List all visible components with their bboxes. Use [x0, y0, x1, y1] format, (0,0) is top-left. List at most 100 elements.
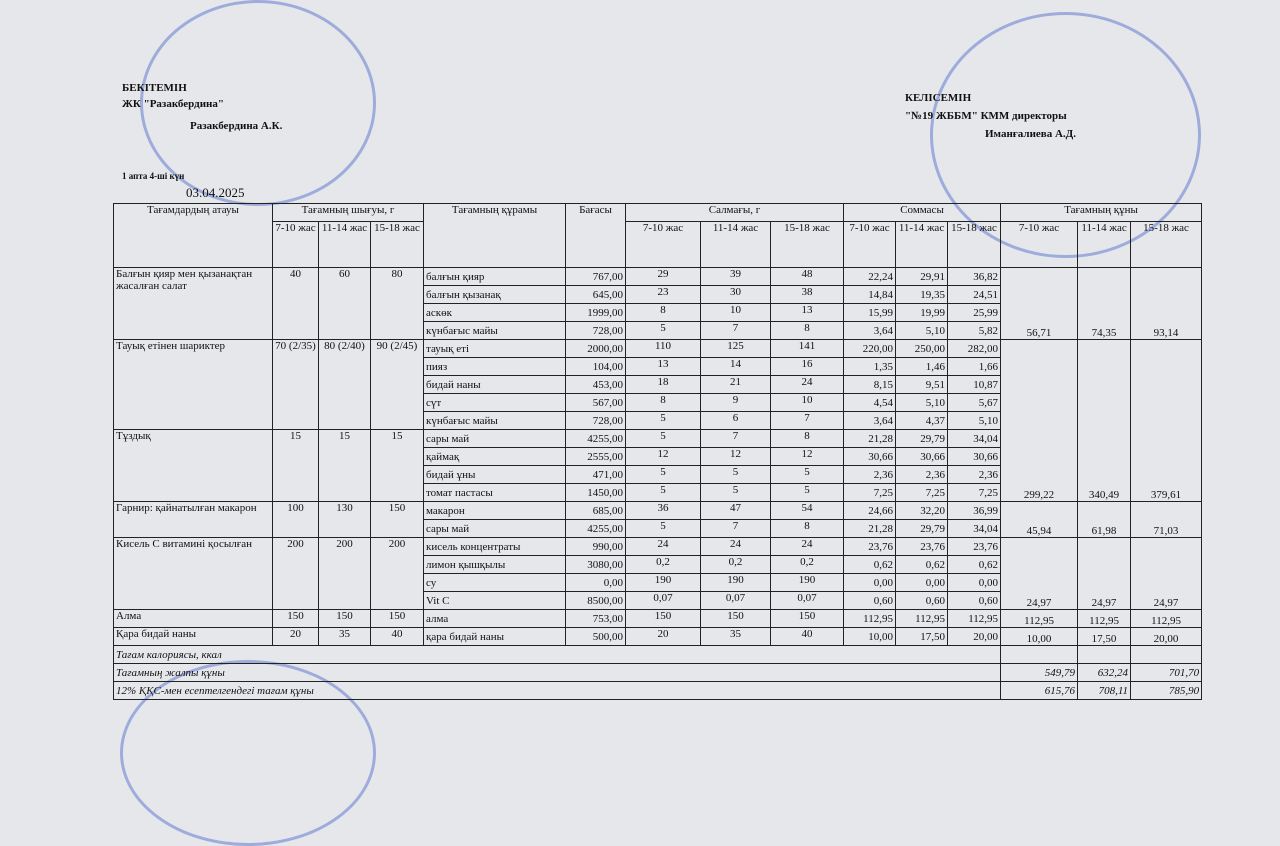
ingredient-price: 767,00 — [565, 267, 626, 286]
footer-value: 785,90 — [1130, 681, 1203, 700]
ingredient-sum: 24,66 — [843, 501, 897, 520]
ingredient-weight: 24 — [700, 537, 771, 556]
dish-yield: 130 — [318, 501, 371, 538]
ingredient-sum: 9,51 — [895, 375, 949, 394]
ingredient-sum: 22,24 — [843, 267, 897, 286]
ingredient-weight: 8 — [625, 303, 701, 322]
ingredient-name: қара бидай наны — [423, 627, 566, 646]
ingredient-sum: 1,66 — [947, 357, 1002, 376]
ingredient-weight: 13 — [769, 303, 845, 322]
ingredient-sum: 29,79 — [895, 429, 949, 448]
ingredient-weight: 0,2 — [769, 555, 845, 574]
ingredient-name: бидай наны — [423, 375, 566, 394]
ingredient-sum: 112,95 — [947, 609, 1002, 628]
dish-cost: 61,98 — [1077, 501, 1132, 538]
ingredient-weight: 110 — [625, 339, 701, 358]
ingredient-name: балғын қияр — [423, 267, 566, 286]
age-header: 7-10 жас — [843, 221, 897, 268]
ingredient-weight: 10 — [700, 303, 771, 322]
col-header: Тағамдардың атауы — [113, 203, 273, 268]
footer-value: 615,76 — [1000, 681, 1079, 700]
dish-cost: 93,14 — [1130, 267, 1203, 340]
approved-org: ЖК "Разакбердина" — [122, 98, 224, 110]
footer-value: 701,70 — [1130, 663, 1203, 682]
ingredient-price: 728,00 — [565, 411, 626, 430]
ingredient-name: кисель концентраты — [423, 537, 566, 556]
ingredient-weight: 14 — [700, 357, 771, 376]
footer-value: 549,79 — [1000, 663, 1079, 682]
ingredient-row: су 0,00 190 190 190 0,00 0,00 0,00 — [114, 573, 1202, 592]
ingredient-name: балғын қызанақ — [423, 285, 566, 304]
dish-yield: 60 — [318, 267, 371, 340]
ingredient-sum: 0,00 — [947, 573, 1002, 592]
ingredient-weight: 12 — [625, 447, 701, 466]
ingredient-weight: 150 — [700, 609, 771, 628]
ingredient-name: күнбағыс майы — [423, 321, 566, 340]
ingredient-row: пияз 104,00 13 14 16 1,35 1,46 1,66 — [114, 357, 1202, 376]
ingredient-price: 990,00 — [565, 537, 626, 556]
ingredient-row: Балғын қияр мен қызанақтан жасалған сала… — [113, 267, 1203, 340]
ingredient-sum: 30,66 — [947, 447, 1002, 466]
ingredient-price: 500,00 — [565, 627, 626, 646]
dish-yield: 40 — [272, 267, 319, 340]
ingredient-weight: 20 — [625, 627, 701, 646]
ingredient-weight: 141 — [769, 339, 845, 358]
ingredient-weight: 0,07 — [769, 591, 845, 610]
ingredient-sum: 19,99 — [895, 303, 949, 322]
age-header: 15-18 жас — [370, 221, 424, 268]
ingredient-name: алма — [423, 609, 566, 628]
ingredient-price: 753,00 — [565, 609, 626, 628]
ingredient-weight: 190 — [625, 573, 701, 592]
ingredient-sum: 36,99 — [947, 501, 1002, 520]
ingredient-sum: 282,00 — [947, 339, 1002, 358]
footer-empty — [1130, 645, 1203, 664]
ingredient-sum: 5,67 — [947, 393, 1002, 412]
ingredient-weight: 13 — [625, 357, 701, 376]
footer-label: 12% ҚҚС-мен есептелгендегі тағам құны — [112, 681, 1002, 700]
ingredient-name: тауық еті — [423, 339, 566, 358]
ingredient-weight: 5 — [769, 483, 845, 502]
ingredient-weight: 48 — [769, 267, 845, 286]
age-header: 11-14 жас — [700, 221, 771, 268]
ingredient-weight: 7 — [700, 429, 771, 448]
dish-yield: 20 — [272, 627, 319, 646]
ingredient-sum: 8,15 — [843, 375, 897, 394]
footer-value: 708,11 — [1077, 681, 1132, 700]
col-header: Тағамның шығуы, г — [272, 203, 424, 222]
dish-name: Тұздық — [113, 429, 273, 502]
col-header: Бағасы — [565, 203, 626, 268]
ingredient-weight: 29 — [625, 267, 701, 286]
dish-yield: 90 (2/45) — [370, 339, 424, 430]
dish-yield: 15 — [318, 429, 371, 502]
ingredient-sum: 2,36 — [843, 465, 897, 484]
footer-empty — [1000, 645, 1079, 664]
ingredient-row: Vit C 8500,00 0,07 0,07 0,07 0,60 0,60 0,60 — [114, 591, 1202, 610]
ingredient-sum: 34,04 — [947, 429, 1002, 448]
ingredient-sum: 25,99 — [947, 303, 1002, 322]
ingredient-weight: 24 — [769, 537, 845, 556]
age-header: 15-18 жас — [769, 221, 845, 268]
ingredient-weight: 8 — [769, 429, 845, 448]
dish-name: Гарнир: қайнатылған макарон — [113, 501, 273, 538]
dish-cost: 45,94 — [1000, 501, 1079, 538]
age-header: 7-10 жас — [625, 221, 701, 268]
footer-label: Тағам калориясы, ккал — [112, 645, 1002, 664]
ingredient-price: 728,00 — [565, 321, 626, 340]
agreed-org: "№19 ЖББМ" КММ директоры — [905, 110, 1067, 122]
ingredient-price: 2555,00 — [565, 447, 626, 466]
agreed-title: КЕЛІСЕМІН — [905, 92, 972, 104]
ingredient-weight: 21 — [700, 375, 771, 394]
ingredient-weight: 9 — [700, 393, 771, 412]
dish-yield: 200 — [318, 537, 371, 610]
dish-cost: 17,50 — [1077, 627, 1132, 646]
dish-yield: 80 — [370, 267, 424, 340]
ingredient-weight: 5 — [625, 429, 701, 448]
dish-yield: 150 — [370, 501, 424, 538]
ingredient-price: 3080,00 — [565, 555, 626, 574]
ingredient-weight: 5 — [769, 465, 845, 484]
col-header: Тағамның құрамы — [423, 203, 566, 268]
ingredient-weight: 8 — [769, 321, 845, 340]
dish-cost: 10,00 — [1000, 627, 1079, 646]
ingredient-price: 8500,00 — [565, 591, 626, 610]
footer-row: Тағамның жалпы құны 549,79 632,24 701,70 — [112, 663, 1203, 682]
